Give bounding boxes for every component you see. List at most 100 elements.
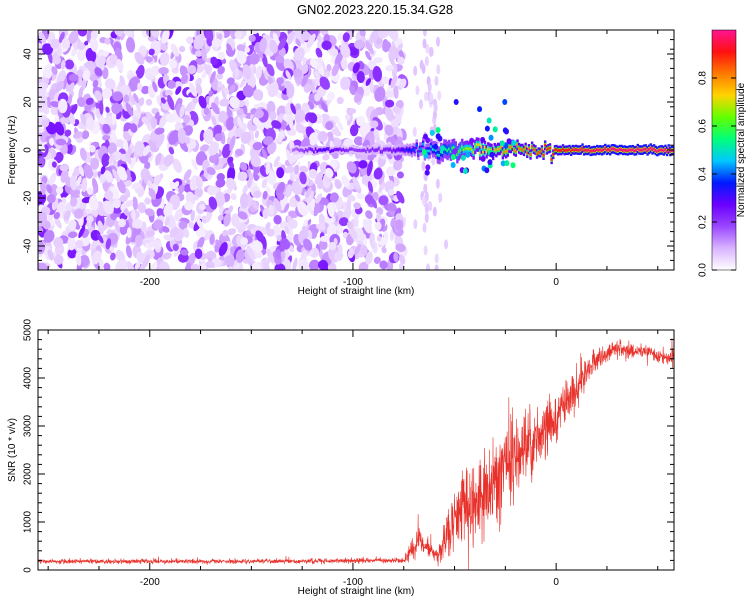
noise-cell (249, 53, 260, 65)
signal-cell (542, 153, 545, 157)
noise-cell (365, 251, 373, 265)
signal-cell (499, 140, 505, 147)
signal-cell (621, 148, 625, 152)
noise-cell (274, 263, 286, 270)
signal-cell (493, 147, 496, 151)
noise-cell (431, 155, 436, 166)
noise-cell (319, 235, 331, 242)
noise-cell (173, 243, 183, 257)
noise-cell (168, 130, 180, 145)
signal-cell (519, 148, 522, 151)
noise-cell (283, 58, 294, 72)
noise-cell (388, 45, 399, 60)
signal-cell (592, 149, 596, 152)
signal-cell (429, 129, 435, 136)
signal-cell (373, 148, 376, 152)
noise-cell (81, 130, 90, 140)
noise-cell (252, 141, 263, 151)
noise-cell (237, 171, 248, 182)
noise-cell (242, 184, 249, 195)
noise-cell (381, 76, 389, 85)
signal-cell (475, 143, 479, 146)
noise-cell (78, 78, 83, 87)
noise-cell (116, 259, 128, 270)
noise-cell (318, 197, 329, 206)
noise-cell (225, 177, 236, 190)
noise-cell (305, 186, 312, 199)
noise-cell (434, 75, 439, 86)
noise-cell (162, 252, 172, 260)
noise-cell (180, 249, 189, 256)
spectrogram-cells (38, 30, 674, 270)
signal-cell (366, 147, 370, 151)
noise-cell (215, 239, 221, 248)
signal-cell (511, 139, 517, 146)
signal-cell (449, 150, 453, 154)
signal-cell (667, 147, 670, 151)
noise-cell (211, 115, 217, 127)
noise-cell (277, 192, 285, 201)
noise-cell (308, 132, 319, 146)
noise-cell (325, 121, 334, 131)
noise-cell (41, 118, 50, 128)
noise-cell (299, 171, 307, 185)
signal-cell (384, 148, 388, 151)
noise-cell (199, 129, 205, 142)
noise-cell (133, 93, 140, 104)
signal-cell (651, 148, 654, 152)
signal-cell (301, 148, 305, 152)
noise-cell (111, 102, 121, 115)
signal-cell (506, 149, 509, 153)
signal-cell (460, 154, 466, 161)
signal-cell (626, 149, 630, 153)
noise-cell (104, 190, 114, 200)
signal-cell (374, 148, 378, 152)
noise-cell (178, 45, 186, 53)
noise-cell (434, 253, 439, 264)
signal-cell (502, 127, 508, 134)
noise-cell (384, 106, 395, 122)
signal-cell (532, 147, 535, 151)
noise-cell (320, 100, 328, 113)
signal-cell (450, 154, 456, 161)
noise-cell (254, 109, 264, 119)
noise-cell (53, 211, 61, 220)
noise-cell (242, 64, 252, 80)
signal-cell (293, 148, 297, 152)
noise-cell (190, 209, 196, 222)
noise-cell (294, 164, 299, 175)
noise-cell (396, 190, 405, 204)
snr-background (38, 330, 674, 570)
noise-cell (160, 97, 166, 104)
noise-cell (348, 46, 359, 56)
signal-cell (543, 143, 547, 147)
noise-cell (102, 87, 113, 99)
noise-cell (413, 65, 418, 76)
noise-cell (137, 82, 143, 92)
signal-cell (660, 148, 664, 152)
noise-cell (105, 106, 110, 114)
colorbar-tick-label: 0.4 (698, 167, 709, 181)
noise-cell (234, 30, 243, 40)
noise-cell (359, 30, 366, 37)
signal-cell (399, 148, 402, 152)
signal-cell (636, 147, 640, 151)
noise-cell (424, 191, 429, 202)
noise-cell (148, 48, 155, 56)
noise-cell (138, 97, 145, 107)
noise-cell (59, 164, 70, 172)
signal-cell (510, 162, 516, 169)
noise-cell (276, 77, 284, 85)
noise-cell (343, 138, 354, 148)
noise-cell (266, 248, 275, 264)
noise-cell (388, 30, 399, 41)
noise-cell (229, 135, 236, 152)
noise-cell (393, 159, 403, 171)
noise-cell (189, 175, 198, 191)
snr-x-tick-label: -200 (140, 577, 160, 588)
signal-cell (555, 148, 558, 152)
noise-cell (192, 96, 198, 104)
snr-panel: -200 -100 0 0 1000 2000 3000 4000 5000 Height of … (7, 318, 675, 597)
signal-cell (576, 148, 579, 152)
